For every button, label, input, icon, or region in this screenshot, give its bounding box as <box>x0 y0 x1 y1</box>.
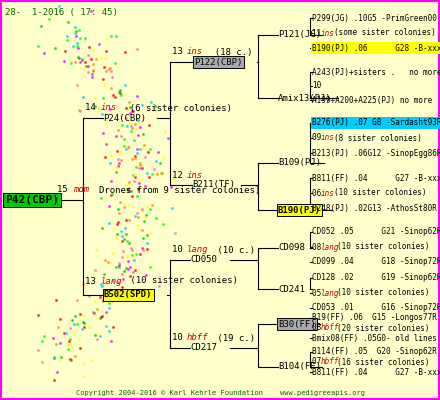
Text: (16 sister colonies): (16 sister colonies) <box>337 358 429 366</box>
Text: ins: ins <box>321 188 335 198</box>
Text: lang: lang <box>321 242 340 252</box>
Text: P121(JG): P121(JG) <box>278 30 321 40</box>
Text: 13: 13 <box>172 48 188 56</box>
Text: (10 sister colonies): (10 sister colonies) <box>337 288 429 298</box>
Text: B276(PJ) .07 G8 -Sardasht93R: B276(PJ) .07 G8 -Sardasht93R <box>312 118 440 128</box>
Text: hbff: hbff <box>321 358 340 366</box>
Text: 13: 13 <box>85 276 101 286</box>
Text: (6 sister colonies): (6 sister colonies) <box>119 104 232 112</box>
Text: B104(FF): B104(FF) <box>278 362 321 372</box>
Text: (10 sister colonies): (10 sister colonies) <box>337 242 429 252</box>
Text: B811(FF) .04      G27 -B-xxx43: B811(FF) .04 G27 -B-xxx43 <box>312 368 440 376</box>
Text: CD241: CD241 <box>278 284 305 294</box>
Text: P42(CBP): P42(CBP) <box>5 195 59 205</box>
Text: (19 c.): (19 c.) <box>212 334 255 342</box>
Text: ins: ins <box>101 104 117 112</box>
Text: 07: 07 <box>312 358 326 366</box>
Text: A243(PJ)+sisters .   no more: A243(PJ)+sisters . no more <box>312 68 440 76</box>
Text: hbff: hbff <box>187 334 209 342</box>
Text: Bmix08(FF) .05G0- old lines B: Bmix08(FF) .05G0- old lines B <box>312 334 440 342</box>
Text: 08: 08 <box>312 324 326 332</box>
Text: (20 sister colonies): (20 sister colonies) <box>337 324 429 332</box>
Text: B211(TF): B211(TF) <box>192 180 235 190</box>
Text: B248(PJ) .02G13 -AthosSt80R: B248(PJ) .02G13 -AthosSt80R <box>312 204 437 212</box>
Text: 15: 15 <box>57 186 73 194</box>
Text: lang: lang <box>101 276 122 286</box>
Text: B109(PJ): B109(PJ) <box>278 158 321 168</box>
Text: ins: ins <box>321 28 335 38</box>
Text: 28-  1-2016 ( 17: 45): 28- 1-2016 ( 17: 45) <box>5 8 118 17</box>
Text: (some sister colonies): (some sister colonies) <box>334 28 435 38</box>
Text: Amix13(PJ): Amix13(PJ) <box>278 94 332 102</box>
Text: hbff: hbff <box>321 324 340 332</box>
Text: 14: 14 <box>85 104 101 112</box>
Text: ins: ins <box>187 170 203 180</box>
Text: P24(CBP): P24(CBP) <box>103 114 146 122</box>
Text: Drones from 9 sister colonies): Drones from 9 sister colonies) <box>99 186 260 194</box>
Text: (8 sister colonies): (8 sister colonies) <box>334 134 422 142</box>
Text: A199+A200+A225(PJ) no more: A199+A200+A225(PJ) no more <box>312 96 432 104</box>
Text: (10 c.): (10 c.) <box>212 246 255 254</box>
Text: B213(PJ) .06G12 -SinopEgg86R: B213(PJ) .06G12 -SinopEgg86R <box>312 148 440 158</box>
Text: CD099 .04      G18 -Sinop72R: CD099 .04 G18 -Sinop72R <box>312 258 440 266</box>
Text: 09: 09 <box>312 134 326 142</box>
Text: CD217: CD217 <box>190 344 217 352</box>
Text: lang: lang <box>321 288 340 298</box>
Text: ins: ins <box>321 134 335 142</box>
Text: 08: 08 <box>312 242 326 252</box>
Text: P299(JG) .10G5 -PrimGreen00: P299(JG) .10G5 -PrimGreen00 <box>312 14 437 22</box>
Text: CD098: CD098 <box>278 244 305 252</box>
Text: B190(PJ) .06      G28 -B-xxx43: B190(PJ) .06 G28 -B-xxx43 <box>312 44 440 52</box>
Text: 10: 10 <box>172 334 188 342</box>
Text: (10 sister colonies): (10 sister colonies) <box>125 276 238 286</box>
Text: lang: lang <box>187 246 209 254</box>
Text: mdm: mdm <box>73 186 89 194</box>
Text: CD052 .05      G21 -Sinop62R: CD052 .05 G21 -Sinop62R <box>312 228 440 236</box>
Text: P122(CBP): P122(CBP) <box>194 58 242 66</box>
Text: 11: 11 <box>312 28 326 38</box>
Text: 10: 10 <box>312 82 321 90</box>
Text: CD053 .01      G16 -Sinop72R: CD053 .01 G16 -Sinop72R <box>312 304 440 312</box>
Text: B502(SPD): B502(SPD) <box>104 290 152 300</box>
Text: B19(FF) .06  G15 -Longos77R: B19(FF) .06 G15 -Longos77R <box>312 314 437 322</box>
Text: 12: 12 <box>172 170 188 180</box>
Text: B30(FF): B30(FF) <box>278 320 315 328</box>
Text: 10: 10 <box>172 246 188 254</box>
Text: ins: ins <box>187 48 203 56</box>
Text: B190(PJ): B190(PJ) <box>278 206 321 214</box>
Text: 06: 06 <box>312 188 326 198</box>
Text: (18 c.): (18 c.) <box>204 48 253 56</box>
Text: CD050: CD050 <box>190 256 217 264</box>
Text: 05: 05 <box>312 288 326 298</box>
Text: Copyright 2004-2016 © Karl Kehrle Foundation    www.pedigreeapis.org: Copyright 2004-2016 © Karl Kehrle Founda… <box>76 390 364 396</box>
Text: B114(FF) .05  G20 -Sinop62R: B114(FF) .05 G20 -Sinop62R <box>312 348 437 356</box>
Text: CD128 .02      G19 -Sinop62R: CD128 .02 G19 -Sinop62R <box>312 274 440 282</box>
Text: B811(FF) .04      G27 -B-xxx43: B811(FF) .04 G27 -B-xxx43 <box>312 174 440 182</box>
Text: (10 sister colonies): (10 sister colonies) <box>334 188 426 198</box>
